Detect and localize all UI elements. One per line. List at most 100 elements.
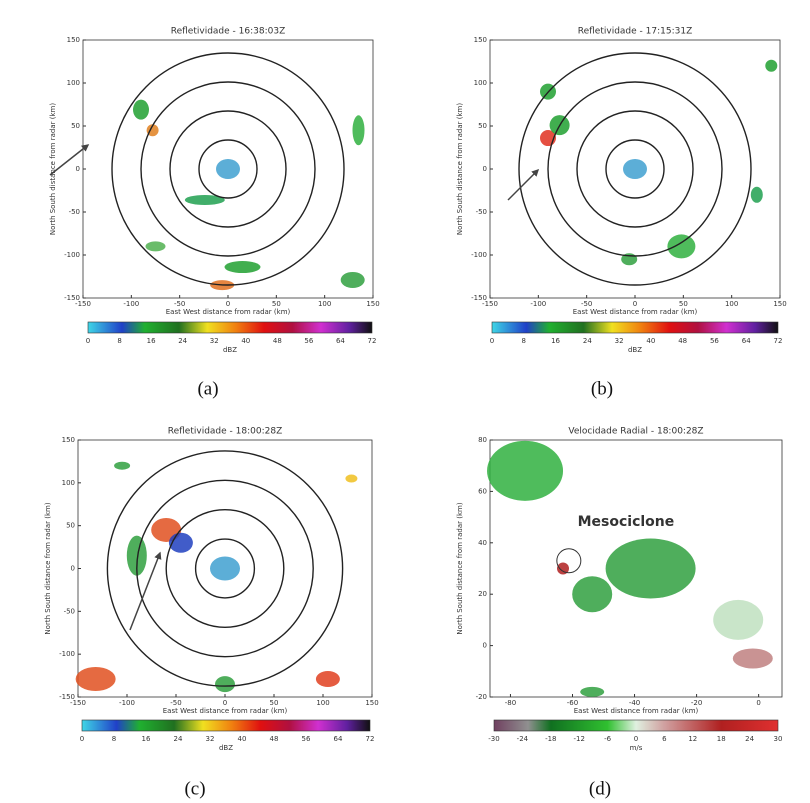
- y-tick-label: 150: [62, 436, 75, 444]
- colorbar-tick-label: 24: [178, 337, 187, 345]
- colorbar-tick-label: -12: [573, 735, 584, 743]
- arrow: [507, 168, 540, 201]
- y-tick-label: -100: [471, 251, 487, 259]
- y-axis-label: North South distance from radar (km): [44, 502, 52, 634]
- x-tick-label: 100: [725, 300, 738, 308]
- colorbar-tick-label: 56: [302, 735, 311, 743]
- x-tick-label: 50: [270, 699, 279, 707]
- colorbar-tick-label: 64: [336, 337, 345, 345]
- colorbar-tick-label: 24: [583, 337, 592, 345]
- colorbar-tick-label: 24: [745, 735, 754, 743]
- y-tick-label: 40: [478, 539, 487, 547]
- range-ring: [576, 110, 694, 228]
- echo: [210, 556, 240, 581]
- echo: [623, 159, 647, 179]
- colorbar: [81, 719, 371, 732]
- echo: [605, 538, 696, 599]
- colorbar-unit: dBZ: [219, 744, 233, 752]
- colorbar-tick-label: -24: [517, 735, 529, 743]
- x-tick-label: 150: [773, 300, 786, 308]
- colorbar: [491, 321, 779, 334]
- y-tick-label: -150: [471, 294, 487, 302]
- echo: [750, 186, 763, 203]
- x-tick-label: 50: [272, 300, 281, 308]
- x-tick-label: 100: [316, 699, 329, 707]
- range-ring: [169, 110, 287, 228]
- colorbar-tick-label: 72: [774, 337, 783, 345]
- x-axis-label: East West distance from radar (km): [166, 308, 291, 316]
- y-tick-label: 0: [483, 165, 487, 173]
- colorbar-tick-label: 0: [634, 735, 638, 743]
- echo: [352, 115, 365, 146]
- colorbar-tick-label: -18: [545, 735, 556, 743]
- x-tick-label: -80: [505, 699, 516, 707]
- x-tick-label: 0: [756, 699, 760, 707]
- echo: [732, 648, 773, 669]
- colorbar-tick-label: 32: [206, 735, 215, 743]
- range-ring: [140, 81, 316, 257]
- panel-title: Refletividade - 17:15:31Z: [578, 27, 692, 37]
- colorbar-tick-label: 64: [334, 735, 343, 743]
- echo: [580, 686, 605, 697]
- panel-title: Refletividade - 16:38:03Z: [171, 27, 285, 37]
- range-ring: [605, 139, 665, 199]
- echo: [315, 671, 340, 688]
- echo: [557, 562, 569, 575]
- caption: (b): [591, 378, 613, 399]
- y-tick-label: 150: [67, 36, 80, 44]
- range-ring: [165, 509, 285, 629]
- echo: [215, 676, 235, 693]
- x-tick-label: 0: [226, 300, 230, 308]
- y-tick-label: 0: [483, 642, 487, 650]
- colorbar-tick-label: 48: [273, 337, 282, 345]
- colorbar-tick-label: 0: [490, 337, 494, 345]
- y-tick-label: -100: [59, 650, 75, 658]
- colorbar-tick-label: 72: [366, 735, 375, 743]
- x-tick-label: -100: [530, 300, 546, 308]
- colorbar-tick-label: 64: [742, 337, 751, 345]
- arrow: [129, 551, 162, 631]
- y-tick-label: -150: [64, 294, 80, 302]
- range-ring: [136, 479, 314, 658]
- x-tick-label: -40: [629, 699, 640, 707]
- x-axis-label: East West distance from radar (km): [573, 308, 698, 316]
- range-ring: [194, 538, 256, 599]
- y-tick-label: 0: [76, 165, 80, 173]
- colorbar-tick-label: 32: [615, 337, 624, 345]
- x-tick-label: 50: [679, 300, 688, 308]
- colorbar-tick-label: 24: [174, 735, 183, 743]
- range-ring: [198, 139, 258, 199]
- echo: [133, 99, 149, 120]
- range-ring: [518, 52, 752, 286]
- echo: [572, 576, 613, 613]
- range-ring: [106, 450, 344, 687]
- colorbar-tick-label: 56: [304, 337, 313, 345]
- panel-title: Velocidade Radial - 18:00:28Z: [568, 427, 703, 437]
- panel-title: Refletividade - 18:00:28Z: [168, 427, 282, 437]
- x-tick-label: 0: [633, 300, 637, 308]
- x-tick-label: -50: [170, 699, 181, 707]
- colorbar-tick-label: 16: [142, 735, 151, 743]
- x-tick-label: 0: [223, 699, 227, 707]
- x-tick-label: -150: [482, 300, 498, 308]
- y-tick-label: 20: [478, 590, 487, 598]
- x-tick-label: -60: [567, 699, 578, 707]
- colorbar-tick-label: 0: [86, 337, 90, 345]
- colorbar-tick-label: -30: [488, 735, 499, 743]
- x-tick-label: -150: [70, 699, 86, 707]
- x-tick-label: -100: [123, 300, 139, 308]
- echo: [146, 124, 159, 137]
- colorbar-tick-label: 72: [368, 337, 377, 345]
- y-axis-label: North South distance from radar (km): [456, 502, 464, 634]
- colorbar: [493, 719, 779, 732]
- y-tick-label: -100: [64, 251, 80, 259]
- x-axis-label: East West distance from radar (km): [574, 707, 699, 715]
- y-tick-label: -20: [476, 693, 487, 701]
- annotation: Mesociclone: [578, 514, 675, 530]
- echo: [145, 241, 166, 252]
- echo: [216, 159, 240, 179]
- colorbar-tick-label: 16: [147, 337, 156, 345]
- colorbar-tick-label: 0: [80, 735, 84, 743]
- colorbar: [87, 321, 373, 334]
